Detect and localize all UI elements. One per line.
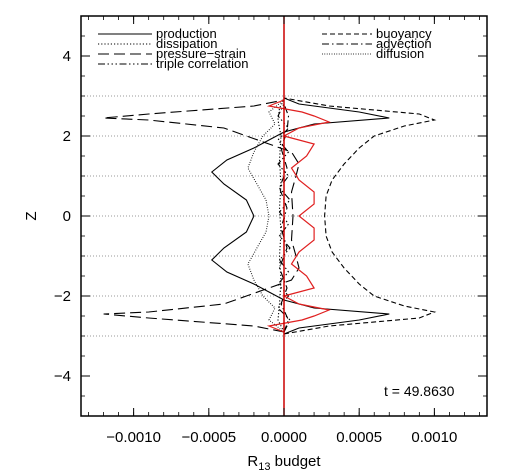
- x-axis-label-main: R: [247, 453, 258, 470]
- y-tick-label: 4: [63, 48, 71, 65]
- y-tick-label: −4: [54, 368, 71, 385]
- y-axis-label: Z: [23, 211, 40, 220]
- x-tick-label: −0.0010: [106, 429, 161, 446]
- legend: productiondissipationpressure−straintrip…: [98, 26, 432, 71]
- y-tick-label: 0: [63, 208, 71, 225]
- x-tick-label: 0.0000: [261, 429, 307, 446]
- legend-label: buoyancy: [376, 26, 432, 41]
- legend-label: pressure−strain: [156, 46, 246, 61]
- x-tick-label: −0.0005: [181, 429, 236, 446]
- legend-label: production: [156, 26, 217, 41]
- axis-ticks: −0.0010 −0.0005 0.0000 0.0005 0.0010 −4 −2 0 2 4: [54, 15, 487, 446]
- series-line: [210, 97, 390, 335]
- x-tick-label: 0.0010: [411, 429, 457, 446]
- x-axis-label: R13 budget: [247, 453, 321, 473]
- x-axis-label-rest: budget: [271, 453, 322, 470]
- x-tick-label: 0.0005: [336, 429, 382, 446]
- legend-label: triple correlation: [156, 56, 249, 71]
- series-line: [266, 99, 332, 333]
- legend-label: diffusion: [376, 46, 424, 61]
- legend-label: advection: [376, 36, 432, 51]
- y-tick-label: −2: [54, 288, 71, 305]
- series-line: [247, 99, 285, 333]
- series-line: [283, 97, 437, 335]
- legend-label: dissipation: [156, 36, 217, 51]
- x-axis-label-subscript: 13: [258, 461, 270, 473]
- y-tick-label: 2: [63, 128, 71, 145]
- time-annotation: t = 49.8630: [384, 383, 455, 399]
- series-line: [103, 99, 300, 333]
- series-line: [277, 99, 285, 333]
